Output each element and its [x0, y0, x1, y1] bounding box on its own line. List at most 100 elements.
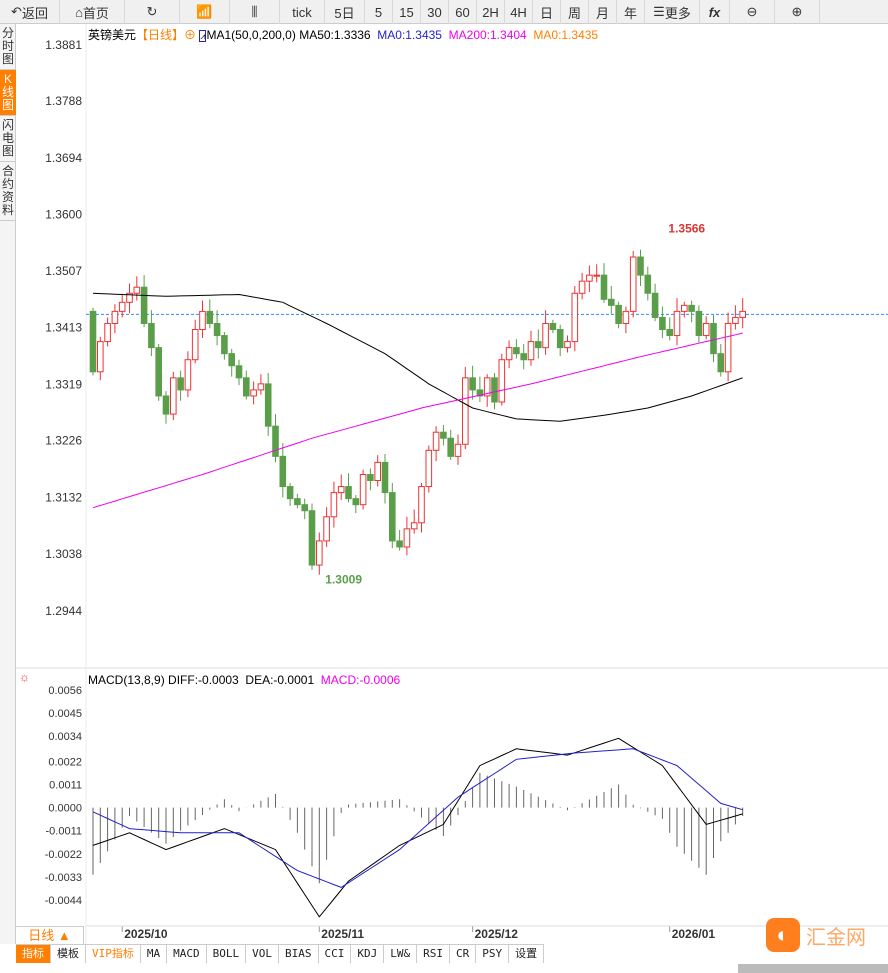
price-tick: 1.2944	[45, 604, 82, 618]
indicator-tab-8[interactable]: CCI	[319, 945, 352, 963]
macd-legend: MACD(13,8,9) DIFF:-0.0003 DEA:-0.0001 MA…	[88, 673, 400, 687]
toolbar-label: 5	[374, 4, 383, 20]
side-tab-0[interactable]: 分时图	[0, 24, 16, 70]
candle-body	[389, 492, 396, 542]
toolbar-button-16[interactable]: 年	[617, 0, 645, 24]
candle-body	[454, 443, 462, 457]
toolbar-button-2[interactable]: ↻	[125, 0, 180, 24]
toolbar-label: 返回	[21, 5, 48, 21]
toolbar-button-15[interactable]: 月	[589, 0, 617, 24]
period-selector[interactable]: 日线 ▲	[16, 926, 84, 944]
candle-body	[162, 395, 170, 415]
candle-body	[520, 353, 528, 361]
toolbar-button-14[interactable]: 周	[561, 0, 589, 24]
candle-body	[410, 522, 418, 530]
toolbar-button-3[interactable]: 📶	[180, 0, 230, 24]
candle-body	[527, 341, 535, 361]
candle-body	[498, 359, 506, 403]
toolbar-button-10[interactable]: 60	[449, 0, 477, 24]
candle-body	[673, 310, 681, 337]
bar-chart-icon: 📶	[196, 4, 213, 19]
side-tab-2[interactable]: 闪电图	[0, 116, 16, 162]
toolbar-button-17[interactable]: ☰ 更多	[645, 0, 700, 24]
indicator-tab-7[interactable]: BIAS	[279, 945, 319, 963]
price-tick: 1.3226	[45, 434, 82, 448]
candle-body	[732, 316, 739, 324]
indicator-tab-5[interactable]: BOLL	[207, 945, 247, 963]
candle-body	[286, 486, 294, 500]
settings-sun-icon[interactable]: ☼	[19, 670, 30, 684]
candle-body	[710, 322, 717, 355]
indicator-tab-2[interactable]: VIP指标	[86, 945, 141, 963]
indicator-tab-4[interactable]: MACD	[167, 945, 207, 963]
candle-body	[622, 310, 630, 324]
toolbar-button-8[interactable]: 15	[393, 0, 421, 24]
candle-body	[608, 298, 615, 306]
candle-body	[542, 322, 549, 349]
candlestick-icon: ⫼	[251, 4, 258, 19]
horizontal-scrollbar[interactable]	[738, 964, 888, 973]
candle-body	[578, 280, 586, 294]
indicator-tab-13[interactable]: PSY	[476, 945, 510, 963]
toolbar-button-11[interactable]: 2H	[477, 0, 505, 24]
toolbar-button-6[interactable]: 5日	[325, 0, 365, 24]
candle-body	[374, 461, 381, 482]
ma50-line	[92, 292, 743, 422]
zoom-out-icon: ⊖	[746, 4, 758, 19]
toolbar-button-5[interactable]: tick	[280, 0, 325, 24]
indicator-tab-14[interactable]: 设置	[509, 945, 545, 963]
toolbar-button-12[interactable]: 4H	[505, 0, 533, 24]
side-tab-3[interactable]: 合约资料	[0, 162, 16, 221]
candle-body	[739, 310, 747, 318]
ma0b-value: MA0:1.3435	[533, 28, 599, 42]
candle-body	[549, 322, 557, 331]
symbol-name: 英镑美元	[88, 28, 137, 42]
toolbar-button-13[interactable]: 日	[533, 0, 561, 24]
x-label: 2025/11	[321, 927, 364, 941]
candle-body	[600, 274, 608, 300]
candle-body	[184, 359, 192, 391]
toolbar-button-9[interactable]: 30	[421, 0, 449, 24]
indicator-tab-0[interactable]: 指标	[16, 945, 51, 963]
toolbar-button-18[interactable]: fx	[700, 0, 730, 24]
candle-body	[213, 322, 221, 337]
indicator-tab-1[interactable]: 模板	[51, 945, 86, 963]
candle-body	[250, 389, 257, 397]
indicator-tab-12[interactable]: CR	[450, 945, 477, 963]
candle-body	[264, 383, 272, 427]
candle-body	[491, 377, 498, 403]
candle-body	[316, 540, 323, 566]
ma-name: MA1(50,0,200,0)	[206, 28, 296, 42]
candle-body	[345, 486, 352, 500]
ma-indicator-icon: ⩘	[199, 30, 207, 42]
price-legend: 英镑美元【日线】⊕ ⩘MA1(50,0,200,0) MA50:1.3336 M…	[88, 26, 598, 43]
toolbar-button-4[interactable]: ⫼	[230, 0, 280, 24]
indicator-tab-9[interactable]: KDJ	[351, 945, 385, 963]
indicator-tab-3[interactable]: MA	[141, 945, 168, 963]
candle-body	[396, 540, 403, 548]
candle-body	[111, 310, 119, 324]
side-tab-1[interactable]: K线图	[0, 70, 16, 116]
candle-body	[279, 455, 287, 488]
candle-body	[586, 274, 593, 282]
candle-body	[615, 304, 622, 324]
candle-body	[425, 449, 433, 488]
toolbar-button-7[interactable]: 5	[365, 0, 393, 24]
candle-body	[688, 304, 695, 312]
indicator-tab-10[interactable]: LW&	[384, 945, 418, 963]
candle-body	[330, 492, 338, 518]
diff-line	[92, 737, 743, 918]
candle-body	[476, 389, 484, 397]
back-arrow-icon: ↶	[11, 4, 22, 19]
logo: ◐ 汇金网	[766, 918, 866, 952]
add-icon[interactable]: ⊕	[184, 28, 197, 42]
toolbar-button-0[interactable]: ↶ 返回	[0, 0, 60, 24]
toolbar-button-20[interactable]: ⊕	[775, 0, 820, 24]
high-marker-label: 1.3566	[668, 221, 705, 235]
toolbar-button-1[interactable]: ⌂ 首页	[60, 0, 125, 24]
candle-body	[308, 510, 316, 566]
chart-canvas[interactable]: 1.3881 1.3788 1.3694 1.3600 1.3507 1.3413 1.33…	[0, 0, 888, 944]
toolbar-button-19[interactable]: ⊖	[730, 0, 775, 24]
indicator-tab-6[interactable]: VOL	[246, 945, 279, 963]
indicator-tab-11[interactable]: RSI	[417, 945, 450, 963]
